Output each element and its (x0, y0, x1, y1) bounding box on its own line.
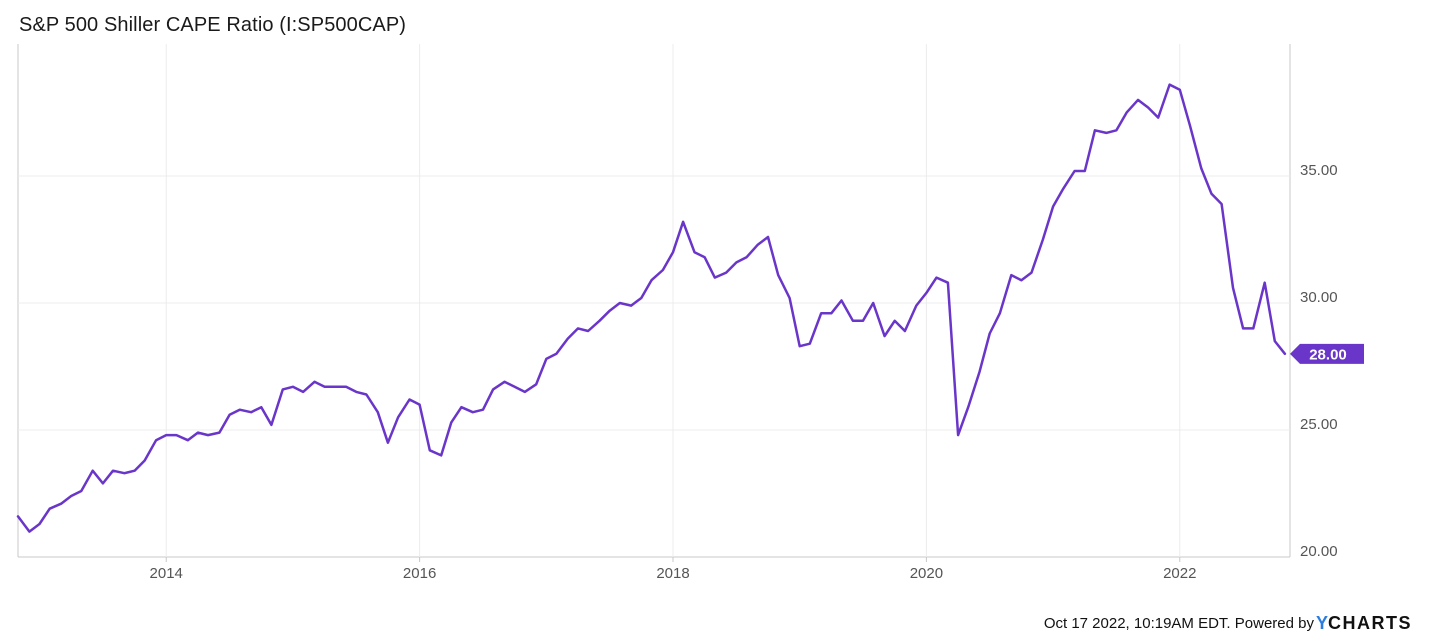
ycharts-logo-y[interactable]: Y (1315, 613, 1328, 633)
series-line-0 (16, 83, 1287, 533)
footer-timestamp-text: Oct 17 2022, 10:19AM EDT. Powered by (1043, 615, 1314, 632)
y-tick-label: 20.00 (1300, 543, 1338, 560)
ycharts-logo-text[interactable]: CHARTS (1328, 613, 1412, 633)
x-tick-label: 2018 (656, 565, 689, 582)
y-tick-label: 25.00 (1300, 416, 1338, 433)
y-tick-label: 35.00 (1300, 162, 1338, 179)
last-value-label: 28.00 (1309, 346, 1347, 363)
chart-title: S&P 500 Shiller CAPE Ratio (I:SP500CAP) (19, 14, 407, 36)
x-tick-label: 2014 (150, 565, 183, 582)
y-tick-label: 30.00 (1300, 289, 1338, 306)
x-tick-label: 2022 (1163, 565, 1196, 582)
footer-attribution: Oct 17 2022, 10:19AM EDT. Powered by Y C… (1044, 613, 1412, 634)
x-tick-label: 2020 (910, 565, 943, 582)
last-value-tag (1290, 343, 1364, 364)
x-tick-label: 2016 (403, 565, 436, 582)
